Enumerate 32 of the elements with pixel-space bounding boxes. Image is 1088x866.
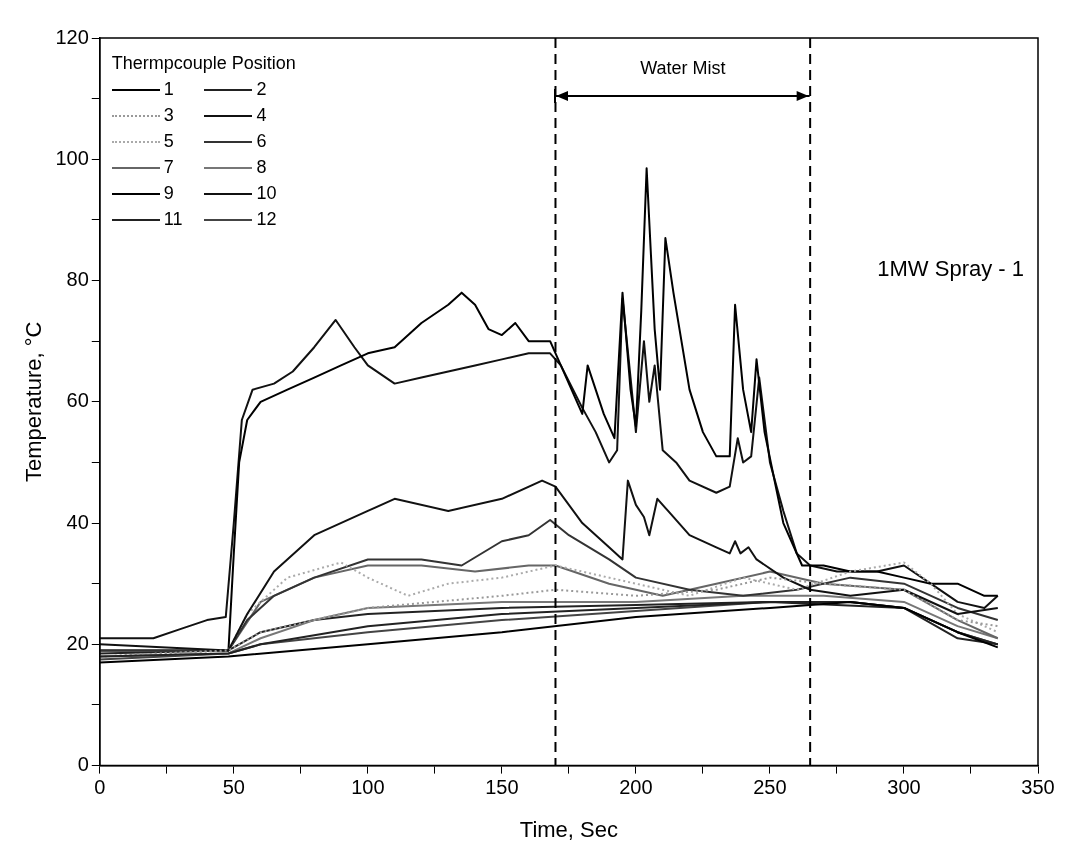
x-tick-label: 250 bbox=[753, 776, 787, 799]
legend-title: Thermpcouple Position bbox=[111, 52, 296, 75]
legend-label: 7 bbox=[163, 156, 174, 179]
x-axis-title: Time, Sec bbox=[519, 816, 618, 842]
y-tick-label: 80 bbox=[66, 268, 89, 291]
x-tick-label: 0 bbox=[94, 776, 106, 799]
y-tick-label: 120 bbox=[55, 25, 89, 48]
legend-label: 5 bbox=[163, 130, 174, 153]
x-tick-label: 100 bbox=[351, 776, 385, 799]
y-tick-label: 20 bbox=[66, 631, 89, 654]
legend-label: 1 bbox=[163, 78, 174, 101]
legend-label: 6 bbox=[256, 130, 267, 153]
x-tick-label: 300 bbox=[887, 776, 921, 799]
y-tick-label: 40 bbox=[66, 510, 89, 533]
y-tick-label: 60 bbox=[66, 389, 89, 412]
x-tick-label: 350 bbox=[1021, 776, 1055, 799]
annotation: 1MW Spray - 1 bbox=[877, 256, 1024, 283]
annotation: Water Mist bbox=[640, 57, 726, 79]
y-tick-label: 100 bbox=[55, 146, 89, 169]
y-axis-title: Temperature, °C bbox=[21, 321, 47, 483]
legend-label: 3 bbox=[163, 104, 174, 127]
x-tick-label: 150 bbox=[485, 776, 519, 799]
legend-label: 10 bbox=[256, 182, 277, 205]
legend-label: 8 bbox=[256, 156, 267, 179]
legend-label: 11 bbox=[163, 208, 183, 231]
legend-label: 2 bbox=[256, 78, 267, 101]
legend-label: 12 bbox=[256, 208, 277, 231]
x-tick-label: 200 bbox=[619, 776, 653, 799]
x-tick-label: 50 bbox=[222, 776, 245, 799]
y-tick-label: 0 bbox=[77, 753, 89, 776]
legend-label: 9 bbox=[163, 182, 174, 205]
legend-label: 4 bbox=[256, 104, 267, 127]
